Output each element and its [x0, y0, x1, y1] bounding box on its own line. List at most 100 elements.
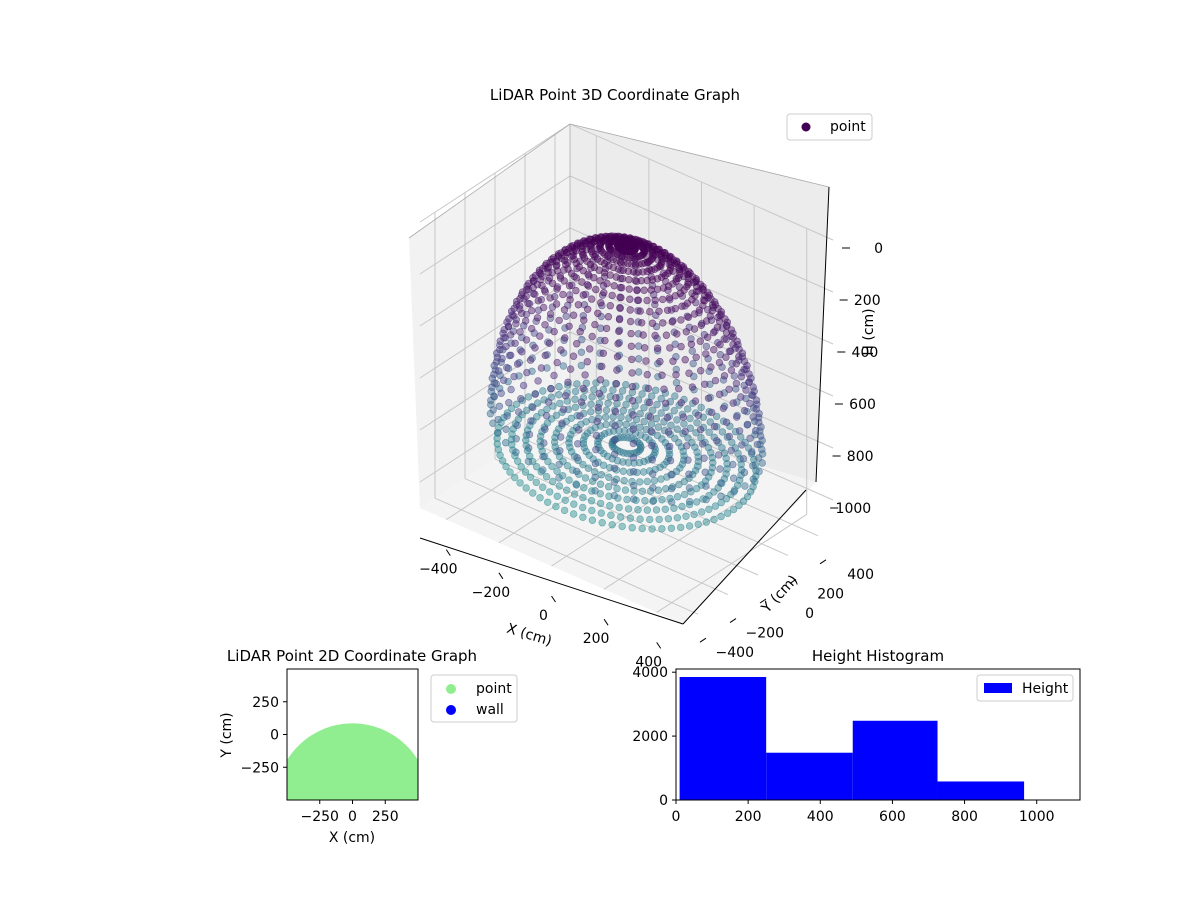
data-point	[667, 306, 676, 314]
data-point	[626, 514, 635, 522]
plot-3d-title: LiDAR Point 3D Coordinate Graph	[490, 86, 740, 104]
histogram-bars	[679, 676, 1025, 800]
data-point	[608, 420, 617, 428]
data-point	[702, 495, 710, 504]
data-point	[606, 502, 614, 510]
data-point	[579, 460, 587, 469]
data-point	[643, 506, 651, 514]
data-point	[594, 309, 602, 317]
data-point	[740, 468, 749, 477]
data-point	[616, 513, 625, 521]
data-point	[702, 518, 710, 526]
data-point	[628, 383, 637, 391]
data-point	[580, 443, 588, 452]
y-tick-label-2d: 0	[270, 728, 279, 744]
data-point	[732, 379, 741, 388]
data-point	[673, 425, 681, 433]
data-point	[615, 503, 623, 512]
data-point	[565, 322, 573, 330]
data-point	[571, 395, 579, 403]
data-point	[581, 474, 590, 482]
data-point	[720, 335, 728, 343]
data-point	[502, 342, 510, 351]
data-point	[653, 347, 662, 355]
data-point	[596, 480, 605, 488]
data-point	[658, 496, 666, 504]
data-point	[611, 436, 619, 444]
data-point	[533, 314, 542, 322]
data-point	[629, 425, 637, 433]
data-point	[631, 276, 639, 285]
data-point	[526, 421, 534, 430]
data-point	[518, 348, 526, 356]
data-point	[619, 467, 627, 475]
data-point	[499, 457, 507, 465]
data-point	[671, 304, 679, 313]
data-point	[569, 352, 578, 360]
data-point	[522, 406, 531, 415]
data-point	[752, 405, 760, 413]
data-point	[578, 245, 586, 253]
data-point	[629, 411, 637, 419]
data-point	[536, 494, 544, 502]
data-point	[522, 484, 530, 492]
x-axis-label-3d: X (cm)	[505, 621, 554, 650]
data-point	[559, 362, 568, 370]
data-point	[678, 302, 686, 310]
data-point	[695, 309, 703, 317]
legend-swatch-height	[984, 683, 1012, 693]
data-point	[579, 493, 587, 502]
data-point	[707, 408, 716, 417]
data-point	[524, 444, 533, 452]
data-point	[543, 364, 551, 372]
data-point	[708, 464, 717, 472]
data-point	[683, 442, 691, 450]
data-point	[695, 306, 704, 314]
data-point	[636, 423, 644, 431]
data-point	[502, 439, 510, 447]
data-point	[528, 403, 537, 412]
data-point	[618, 274, 627, 283]
data-point	[533, 399, 542, 407]
data-point	[560, 506, 569, 515]
data-point	[708, 301, 717, 309]
data-point	[667, 484, 676, 493]
data-point	[668, 318, 676, 326]
x-tick-label-hist: 400	[807, 809, 834, 825]
data-point	[727, 446, 735, 455]
data-point	[566, 365, 575, 373]
data-point	[544, 398, 553, 406]
data-point	[538, 264, 547, 273]
data-point	[706, 418, 714, 426]
data-point	[529, 284, 537, 292]
data-point	[685, 369, 693, 377]
data-point	[608, 291, 616, 300]
data-point	[569, 510, 578, 518]
data-point	[565, 435, 573, 443]
data-point	[503, 412, 511, 420]
data-point	[725, 385, 733, 393]
data-point	[748, 448, 756, 456]
data-point	[634, 396, 643, 404]
data-point	[524, 393, 533, 401]
data-point	[514, 408, 523, 416]
data-point	[749, 475, 757, 483]
data-point	[716, 341, 724, 349]
data-point	[590, 386, 598, 394]
data-point	[740, 357, 749, 366]
data-point	[646, 467, 654, 475]
data-point	[749, 383, 757, 391]
data-point	[569, 427, 577, 435]
data-point	[659, 284, 668, 292]
data-point	[642, 357, 650, 365]
data-point	[644, 456, 652, 464]
data-point	[572, 274, 580, 282]
data-point	[653, 285, 662, 293]
data-point	[707, 468, 715, 477]
data-point	[625, 276, 633, 284]
data-point	[718, 428, 727, 436]
data-point	[618, 522, 626, 531]
y-tick-label-2d: 250	[252, 695, 279, 711]
data-point	[666, 344, 674, 352]
data-point	[539, 387, 547, 395]
